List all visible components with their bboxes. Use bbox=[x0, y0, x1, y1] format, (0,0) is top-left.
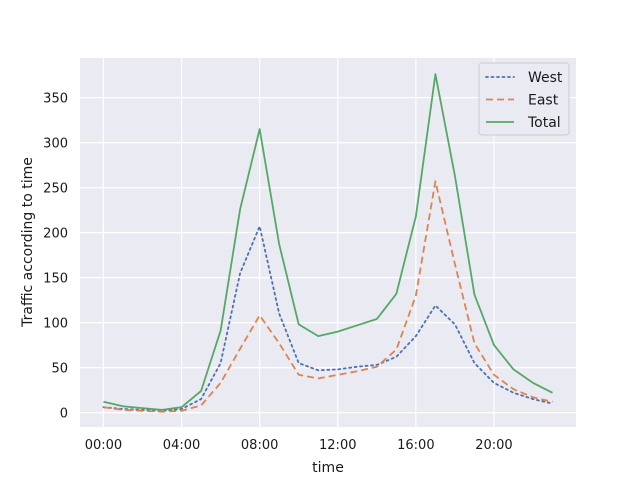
x-tick-label: 16:00 bbox=[397, 438, 434, 453]
legend-label-total: Total bbox=[527, 115, 561, 131]
y-tick-label: 350 bbox=[43, 92, 68, 107]
legend-label-east: East bbox=[528, 93, 559, 109]
y-axis-label: Traffic according to time bbox=[20, 157, 36, 328]
x-tick-label: 12:00 bbox=[319, 438, 356, 453]
y-tick-label: 200 bbox=[43, 227, 68, 242]
y-tick-label: 300 bbox=[43, 137, 68, 152]
y-tick-label: 100 bbox=[43, 317, 68, 332]
x-tick-label: 00:00 bbox=[85, 438, 122, 453]
y-axis-ticks: 0 50 100 150 200 250 300 350 bbox=[43, 92, 68, 422]
x-tick-label: 04:00 bbox=[163, 438, 200, 453]
legend-label-west: West bbox=[528, 70, 563, 86]
x-axis-label: time bbox=[312, 460, 344, 476]
y-tick-label: 50 bbox=[51, 362, 68, 377]
legend: West East Total bbox=[479, 63, 569, 135]
x-tick-label: 20:00 bbox=[475, 438, 512, 453]
y-tick-label: 0 bbox=[60, 407, 68, 422]
y-tick-label: 150 bbox=[43, 272, 68, 287]
x-tick-label: 08:00 bbox=[241, 438, 278, 453]
x-axis-ticks: 00:00 04:00 08:00 12:00 16:00 20:00 bbox=[85, 438, 513, 453]
y-tick-label: 250 bbox=[43, 182, 68, 197]
